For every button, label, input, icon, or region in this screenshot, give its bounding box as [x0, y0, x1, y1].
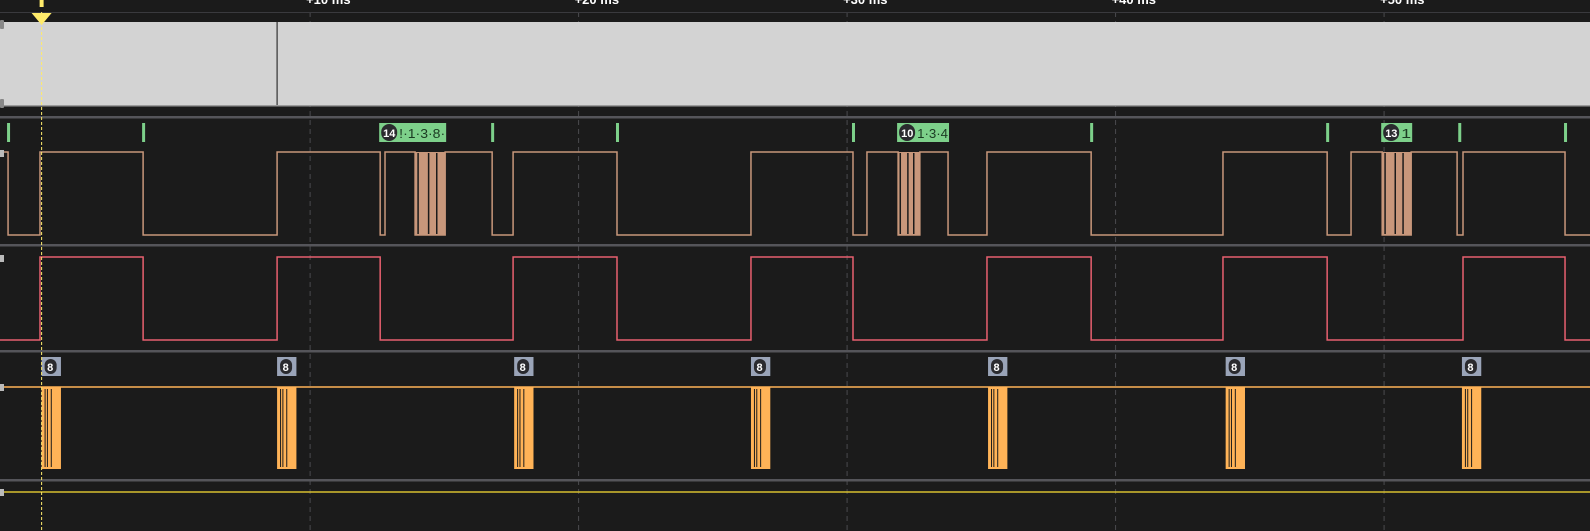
decoder-frame-marker[interactable]: [491, 123, 495, 142]
channel-3[interactable]: [0, 489, 1590, 496]
decoder-frame-text: 1·3·4: [917, 126, 948, 141]
count-badge: [899, 124, 916, 141]
channel-high-marker-icon: [0, 150, 4, 157]
count-badge: [753, 359, 766, 374]
channel-separator[interactable]: [0, 350, 1590, 353]
spi-decoder-row[interactable]: 8 8 8 8 8 8 8: [41, 357, 1482, 376]
count-badge: [517, 359, 530, 374]
decoder-frame-marker[interactable]: [1090, 123, 1094, 142]
count-badge-label: 8: [1467, 362, 1473, 374]
count-badge: [1464, 359, 1477, 374]
waveform-trace: [0, 151, 1590, 236]
count-badge: [991, 359, 1004, 374]
count-badge-label: 10: [901, 128, 913, 140]
channel-high-marker-icon: [0, 255, 4, 262]
grid-lines: [0, 12, 1590, 531]
count-badge: [1228, 359, 1241, 374]
decoder-frame-marker[interactable]: [615, 123, 619, 142]
signal-burst[interactable]: [898, 152, 920, 235]
channel-separator[interactable]: [0, 244, 1590, 247]
tick-label: +20 ms: [575, 0, 619, 7]
tick-label: +10 ms: [306, 0, 350, 7]
signal-burst[interactable]: [415, 152, 446, 235]
range-handle-icon[interactable]: [0, 99, 4, 108]
decoder-frame-marker[interactable]: [1458, 123, 1462, 142]
analog-area[interactable]: [0, 22, 1590, 106]
channel-high-marker-icon: [0, 384, 4, 391]
decoder-frame-marker[interactable]: [1564, 123, 1568, 142]
range-handle-icon[interactable]: [0, 20, 4, 29]
tick-label: +40 ms: [1112, 0, 1156, 7]
trigger-cursor[interactable]: [31, 0, 52, 531]
count-badge-label: 8: [283, 362, 289, 374]
count-badge-label: 8: [756, 362, 762, 374]
analog-baseline: [0, 105, 1590, 107]
count-badge-label: 8: [1231, 362, 1237, 374]
channel-separator[interactable]: [0, 116, 1590, 119]
channel-2[interactable]: [0, 384, 1590, 469]
decoder-frame-text: !·1·3·8·: [399, 126, 445, 141]
analog-channel[interactable]: [0, 20, 1590, 108]
cursor-flag-icon[interactable]: [39, 0, 44, 7]
channel-0[interactable]: [0, 150, 1590, 236]
count-badge: [1383, 124, 1400, 141]
count-badge-label: 13: [1385, 128, 1397, 140]
channel-high-marker-icon: [0, 489, 4, 496]
count-badge-label: 8: [520, 362, 526, 374]
async-decoder-row[interactable]: 14 !·1·3·8· 10 1·3·4 13 1: [7, 123, 1568, 142]
trigger-marker-icon[interactable]: [31, 13, 52, 25]
decoder-frame-marker[interactable]: [7, 123, 11, 142]
decoder-frame-marker[interactable]: [1326, 123, 1330, 142]
count-badge: [280, 359, 293, 374]
decoder-frame-marker[interactable]: [142, 123, 146, 142]
tick-label: +50 ms: [1380, 0, 1424, 7]
count-badge-label: 8: [47, 362, 53, 374]
channel-separator[interactable]: [0, 479, 1590, 482]
waveform-trace: [0, 256, 1590, 341]
decoder-frame-marker[interactable]: [851, 123, 855, 142]
decoder-frame-text: 1: [1401, 126, 1411, 141]
count-badge: [44, 359, 57, 374]
channel-1[interactable]: [0, 255, 1590, 341]
header-background: [0, 0, 1590, 12]
count-badge-label: 14: [383, 128, 396, 140]
count-badge-label: 8: [994, 362, 1000, 374]
tick-label: +30 ms: [843, 0, 887, 7]
timeline-header[interactable]: +10 ms +20 ms +30 ms +40 ms +50 ms: [0, 0, 1590, 13]
signal-burst[interactable]: [1382, 152, 1412, 235]
count-badge: [381, 124, 398, 141]
